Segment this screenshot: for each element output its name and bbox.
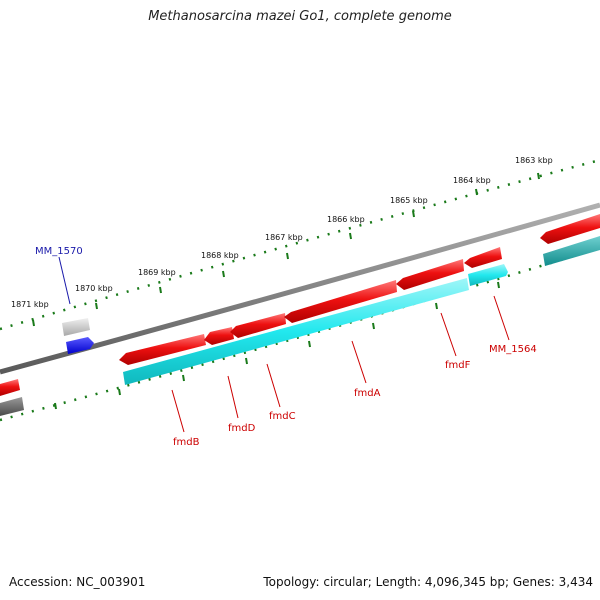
scale-label: 1867 kbp <box>265 233 303 242</box>
gene-leader-lines <box>58 256 510 433</box>
gene-reverse-gray-left[interactable] <box>0 397 24 416</box>
gene-label-MM_1570: MM_1570 <box>35 246 83 257</box>
gene-MM_1570-gray[interactable] <box>62 318 90 336</box>
outer-major-ticks <box>32 172 540 327</box>
gene-fmdD-arrow[interactable] <box>204 327 234 345</box>
forward-strand-genes[interactable] <box>0 214 600 396</box>
scale-label: 1868 kbp <box>201 251 239 260</box>
gene-fmdF-arrow[interactable] <box>396 259 464 290</box>
scale-label: 1866 kbp <box>327 215 365 224</box>
inner-major-ticks <box>54 281 500 410</box>
gene-label-fmdF: fmdF <box>445 360 471 371</box>
scale-label: 1869 kbp <box>138 268 176 277</box>
gene-arrow-right-red[interactable] <box>540 214 600 244</box>
accession-text: Accession: NC_003901 <box>9 575 146 589</box>
gene-label-fmdB: fmdB <box>173 437 200 448</box>
gene-reverse-cyan-1[interactable] <box>123 278 469 385</box>
gene-fmdB-arrow[interactable] <box>119 334 206 365</box>
gene-reverse-cyan-2[interactable] <box>468 264 508 286</box>
genome-summary-text: Topology: circular; Length: 4,096,345 bp… <box>263 575 593 589</box>
gene-fmdC-arrow[interactable] <box>230 313 286 338</box>
gene-label-MM_1564: MM_1564 <box>489 344 537 355</box>
reverse-strand-genes[interactable] <box>0 236 600 416</box>
gene-MM_1570-blue[interactable] <box>66 337 94 354</box>
scale-label: 1865 kbp <box>390 196 428 205</box>
gene-arrow-left-red[interactable] <box>0 379 20 396</box>
gene-label-fmdC: fmdC <box>269 411 296 422</box>
scale-label: 1864 kbp <box>453 176 491 185</box>
gene-MM_1564-arrow[interactable] <box>464 247 502 268</box>
map-title: Methanosarcina mazei Go1, complete genom… <box>148 9 452 24</box>
scale-labels: 1863 kbp 1864 kbp 1865 kbp 1866 kbp 1867… <box>11 156 553 309</box>
scale-label: 1871 kbp <box>11 300 49 309</box>
gene-reverse-teal-right[interactable] <box>543 236 600 266</box>
outer-scale-track <box>0 158 600 331</box>
gene-label-fmdA: fmdA <box>354 388 381 399</box>
scale-label: 1870 kbp <box>75 284 113 293</box>
gene-label-fmdD: fmdD <box>228 423 256 434</box>
gene-labels: MM_1570 fmdB fmdD fmdC fmdA fmdF MM_1564 <box>35 246 537 448</box>
scale-label: 1863 kbp <box>515 156 553 165</box>
gene-fmdA-arrow[interactable] <box>284 280 397 323</box>
